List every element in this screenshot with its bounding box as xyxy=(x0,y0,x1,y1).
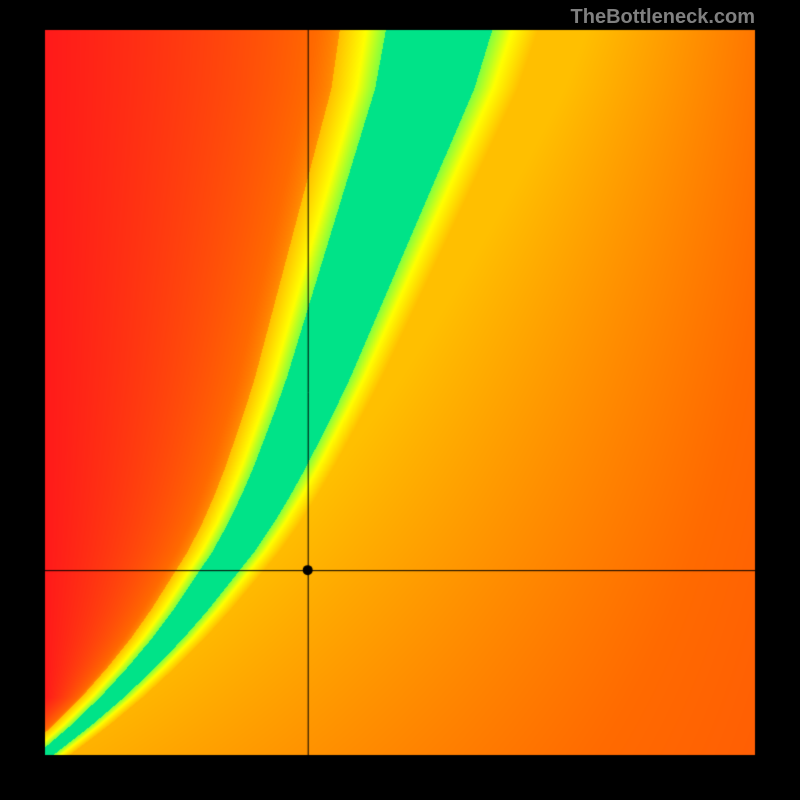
chart-container: TheBottleneck.com xyxy=(0,0,800,800)
watermark-text: TheBottleneck.com xyxy=(571,6,755,29)
heatmap-canvas xyxy=(0,0,800,800)
